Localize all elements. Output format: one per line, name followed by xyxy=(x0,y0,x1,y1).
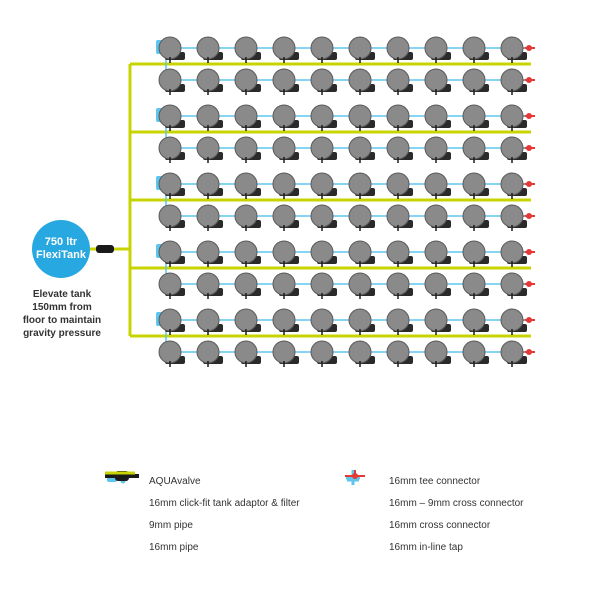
legend-item: 16mm click-fit tank adaptor & filter xyxy=(105,492,335,514)
legend-item: AQUAvalve xyxy=(105,470,335,492)
legend-left: AQUAvalve 16mm click-fit tank adaptor & … xyxy=(105,470,335,558)
legend-item: 16mm pipe xyxy=(105,536,335,558)
legend-label: AQUAvalve xyxy=(145,476,201,487)
legend-label: 16mm tee connector xyxy=(385,476,480,487)
legend-label: 16mm cross connector xyxy=(385,520,490,531)
legend-label: 16mm pipe xyxy=(145,542,198,553)
legend-item: 16mm tee connector xyxy=(345,470,565,492)
legend-item: 16mm – 9mm cross connector xyxy=(345,492,565,514)
legend-label: 16mm in-line tap xyxy=(385,542,463,553)
legend-label: 9mm pipe xyxy=(145,520,193,531)
legend-label: 16mm click-fit tank adaptor & filter xyxy=(145,498,300,509)
legend-item: 9mm pipe xyxy=(105,514,335,536)
legend-item: 16mm in-line tap xyxy=(345,536,565,558)
legend-right: 16mm tee connector 16mm – 9mm cross conn… xyxy=(345,470,565,558)
legend-item: 16mm cross connector xyxy=(345,514,565,536)
legend-label: 16mm – 9mm cross connector xyxy=(385,498,524,509)
